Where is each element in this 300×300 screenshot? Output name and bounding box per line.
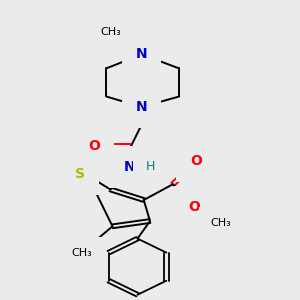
Text: CH₃: CH₃ <box>71 248 92 258</box>
Text: H: H <box>145 160 155 173</box>
Text: S: S <box>75 167 85 181</box>
Text: N: N <box>123 160 135 174</box>
Text: CH₃: CH₃ <box>100 27 121 37</box>
Text: O: O <box>88 139 100 153</box>
Text: O: O <box>190 154 202 168</box>
Text: CH₃: CH₃ <box>211 218 231 228</box>
Text: N: N <box>136 47 148 61</box>
Text: O: O <box>188 200 200 214</box>
Text: N: N <box>136 100 148 114</box>
